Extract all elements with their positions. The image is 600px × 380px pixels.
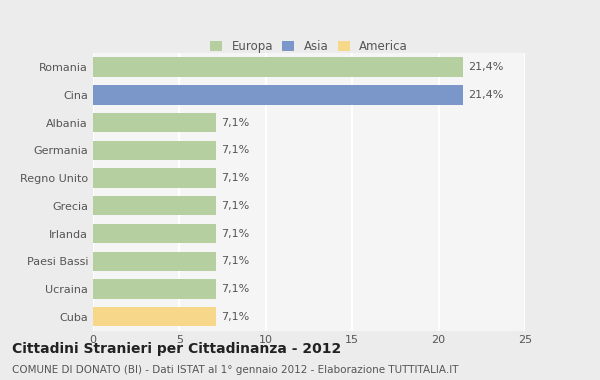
Bar bbox=[93, 141, 215, 160]
Bar bbox=[93, 113, 215, 132]
Text: 7,1%: 7,1% bbox=[221, 228, 249, 239]
Text: 7,1%: 7,1% bbox=[221, 173, 249, 183]
Text: 7,1%: 7,1% bbox=[221, 145, 249, 155]
Bar bbox=[93, 168, 215, 188]
Text: 7,1%: 7,1% bbox=[221, 284, 249, 294]
Legend: Europa, Asia, America: Europa, Asia, America bbox=[205, 35, 413, 58]
Text: 7,1%: 7,1% bbox=[221, 201, 249, 211]
Text: 7,1%: 7,1% bbox=[221, 312, 249, 322]
Bar bbox=[93, 57, 463, 77]
Bar bbox=[93, 85, 463, 105]
Text: Cittadini Stranieri per Cittadinanza - 2012: Cittadini Stranieri per Cittadinanza - 2… bbox=[12, 342, 341, 356]
Text: 21,4%: 21,4% bbox=[468, 62, 503, 72]
Bar bbox=[93, 224, 215, 243]
Text: COMUNE DI DONATO (BI) - Dati ISTAT al 1° gennaio 2012 - Elaborazione TUTTITALIA.: COMUNE DI DONATO (BI) - Dati ISTAT al 1°… bbox=[12, 365, 458, 375]
Text: 21,4%: 21,4% bbox=[468, 90, 503, 100]
Text: 7,1%: 7,1% bbox=[221, 256, 249, 266]
Bar bbox=[93, 252, 215, 271]
Text: 7,1%: 7,1% bbox=[221, 117, 249, 128]
Bar bbox=[93, 196, 215, 215]
Bar bbox=[93, 307, 215, 326]
Bar bbox=[93, 279, 215, 299]
